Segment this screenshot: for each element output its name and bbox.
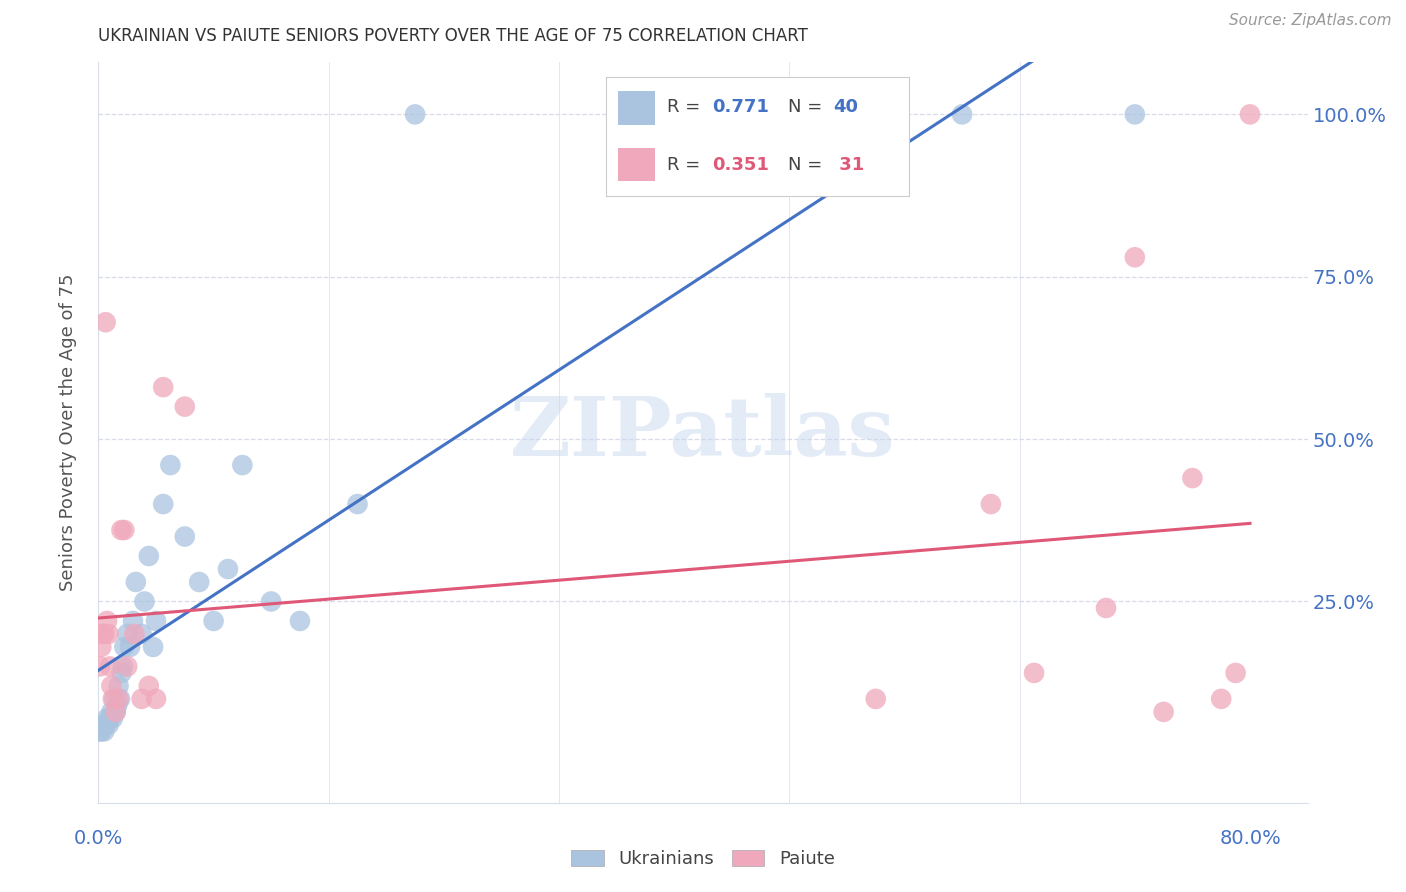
- Point: [145, 614, 167, 628]
- Point: [131, 627, 153, 641]
- Point: [1095, 601, 1118, 615]
- Point: [120, 640, 142, 654]
- Point: [404, 107, 426, 121]
- Point: [91, 718, 114, 732]
- Point: [93, 627, 115, 641]
- Point: [159, 458, 181, 472]
- Point: [101, 711, 124, 725]
- Point: [288, 614, 311, 628]
- Point: [105, 698, 128, 713]
- Point: [98, 659, 121, 673]
- Point: [1022, 665, 1045, 680]
- Text: 0.0%: 0.0%: [73, 829, 124, 847]
- Point: [104, 705, 127, 719]
- Point: [97, 627, 120, 641]
- Point: [115, 659, 138, 673]
- Point: [111, 659, 134, 673]
- Point: [980, 497, 1002, 511]
- Point: [103, 692, 125, 706]
- Point: [138, 679, 160, 693]
- Point: [145, 692, 167, 706]
- Legend: Ukrainians, Paiute: Ukrainians, Paiute: [564, 843, 842, 875]
- Point: [96, 614, 118, 628]
- Point: [1211, 692, 1233, 706]
- Text: Source: ZipAtlas.com: Source: ZipAtlas.com: [1229, 13, 1392, 29]
- Point: [94, 718, 117, 732]
- Point: [173, 400, 195, 414]
- Point: [98, 711, 121, 725]
- Text: ZIPatlas: ZIPatlas: [510, 392, 896, 473]
- Point: [107, 692, 129, 706]
- Point: [865, 692, 887, 706]
- Point: [94, 315, 117, 329]
- Point: [173, 529, 195, 543]
- Point: [93, 724, 115, 739]
- Text: 80.0%: 80.0%: [1219, 829, 1281, 847]
- Point: [100, 679, 122, 693]
- Point: [1123, 107, 1146, 121]
- Point: [1181, 471, 1204, 485]
- Point: [110, 665, 132, 680]
- Point: [152, 497, 174, 511]
- Point: [107, 679, 129, 693]
- Point: [108, 692, 131, 706]
- Point: [89, 724, 111, 739]
- Point: [104, 705, 127, 719]
- Point: [231, 458, 253, 472]
- Point: [1153, 705, 1175, 719]
- Point: [346, 497, 368, 511]
- Point: [217, 562, 239, 576]
- Point: [260, 594, 283, 608]
- Point: [97, 718, 120, 732]
- Point: [124, 627, 146, 641]
- Point: [122, 614, 145, 628]
- Point: [131, 692, 153, 706]
- Point: [90, 640, 112, 654]
- Point: [100, 705, 122, 719]
- Point: [115, 627, 138, 641]
- Point: [1225, 665, 1247, 680]
- Point: [152, 380, 174, 394]
- Y-axis label: Seniors Poverty Over the Age of 75: Seniors Poverty Over the Age of 75: [59, 274, 77, 591]
- Point: [112, 523, 135, 537]
- Point: [112, 640, 135, 654]
- Text: UKRAINIAN VS PAIUTE SENIORS POVERTY OVER THE AGE OF 75 CORRELATION CHART: UKRAINIAN VS PAIUTE SENIORS POVERTY OVER…: [98, 27, 808, 45]
- Point: [950, 107, 973, 121]
- Point: [188, 574, 211, 589]
- Point: [96, 711, 118, 725]
- Point: [142, 640, 165, 654]
- Point: [110, 523, 132, 537]
- Point: [90, 724, 112, 739]
- Point: [89, 659, 111, 673]
- Point: [101, 692, 124, 706]
- Point: [202, 614, 225, 628]
- Point: [1123, 250, 1146, 264]
- Point: [91, 627, 114, 641]
- Point: [138, 549, 160, 563]
- Point: [125, 574, 148, 589]
- Point: [1239, 107, 1261, 121]
- Point: [134, 594, 156, 608]
